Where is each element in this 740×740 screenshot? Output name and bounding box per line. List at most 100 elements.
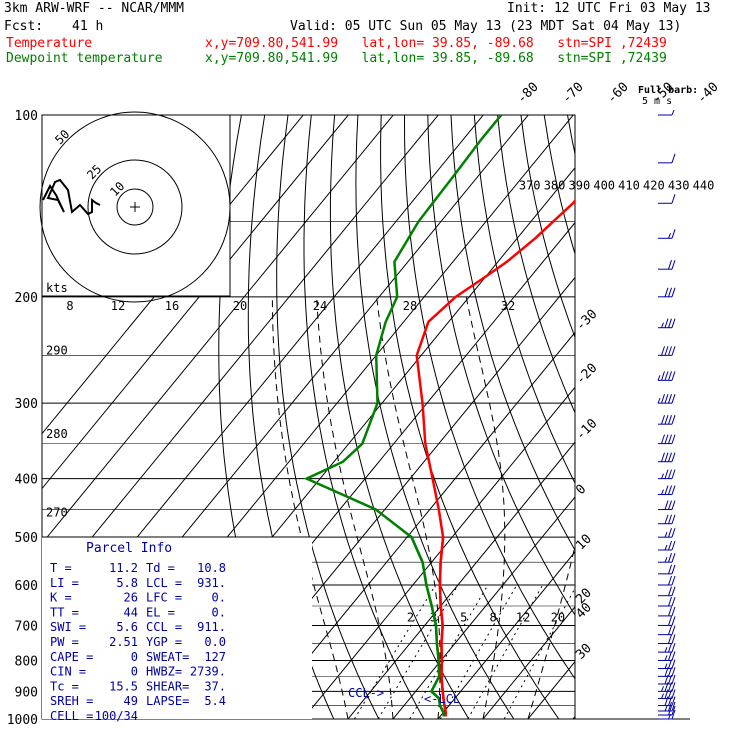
hodograph-ring <box>39 111 231 303</box>
wind-barb-flag <box>668 586 672 596</box>
forecast-label: Fcst: <box>4 19 44 34</box>
wind-barb-flag <box>671 616 676 626</box>
wind-barb-flag <box>671 667 676 677</box>
wind-barb-flag <box>668 500 672 510</box>
wind-barb-flag <box>671 394 676 404</box>
parcel-row-value: 10.8 <box>197 561 226 575</box>
wind-barb <box>658 434 676 445</box>
wind-barb-flag <box>671 701 676 712</box>
wind-barb-half <box>657 375 661 381</box>
wind-barb-flag <box>664 415 669 425</box>
wind-barb-half <box>664 531 668 538</box>
parcel-row-label: YGP = <box>146 635 182 649</box>
isotherm-line <box>42 115 439 600</box>
parcel-row-value: 0.0 <box>204 635 226 649</box>
moist-adiabat-line <box>465 296 506 719</box>
wind-barb-flag <box>668 575 672 586</box>
wind-barb-flag <box>671 500 676 510</box>
wind-barb <box>658 415 676 425</box>
wind-barb-flag <box>671 586 676 596</box>
temperature-side-label: -20 <box>573 361 600 388</box>
wind-barb <box>658 540 676 551</box>
wind-barb <box>658 596 676 607</box>
temperature-side-label: 40 <box>573 600 595 622</box>
isotherm-line <box>302 386 575 719</box>
wind-barb-flag <box>671 415 676 425</box>
parcel-row-label: CELL = <box>50 709 93 723</box>
wind-barb-half <box>664 663 668 669</box>
wind-barb-half <box>661 322 664 328</box>
wind-barb-flag <box>671 287 676 297</box>
hodograph-units-label: kts <box>46 281 68 295</box>
hodograph-axis-label: 24 <box>313 299 327 313</box>
lcl-annotation: <-LCL <box>424 692 460 706</box>
parcel-row-label: Td = <box>146 561 175 575</box>
wind-barb <box>658 452 676 463</box>
wind-barb-flag <box>668 625 672 635</box>
isotherm-line <box>392 496 575 719</box>
wind-barb-flag <box>668 415 672 425</box>
wind-barb-flag <box>671 709 676 720</box>
parcel-row-value: 127 <box>204 650 226 664</box>
parcel-row-value: 15.5 <box>109 679 138 693</box>
dewpoint-station-info: x,y=709.80,541.99 lat,lon= 39.85, -89.68… <box>205 51 667 66</box>
parcel-row-value: 0 <box>131 650 138 664</box>
wind-barb-flag <box>664 696 669 706</box>
wind-barb-flag <box>668 346 672 356</box>
wind-barb-flag <box>671 485 676 495</box>
mixing-ratio-label: 2 <box>407 610 414 624</box>
pressure-tick-label: 700 <box>15 619 38 634</box>
wind-barb <box>658 616 676 626</box>
wind-legend: Full barb: <box>638 85 698 96</box>
wind-barb-flag <box>671 153 676 163</box>
theta-label: 400 <box>593 179 615 193</box>
parcel-row-value: 2739. <box>190 665 226 679</box>
parcel-row-value: 5.4 <box>204 694 226 708</box>
wind-barb-flag <box>671 194 676 204</box>
wind-barb-flag <box>671 540 676 551</box>
wind-barb-flag <box>668 634 672 644</box>
wind-barb-flag <box>668 616 672 626</box>
wind-barb-flag <box>664 485 669 495</box>
wind-barb-flag <box>668 371 672 381</box>
wind-barb <box>658 500 676 511</box>
hodograph-axis-label: 16 <box>165 299 179 313</box>
hodograph-trace <box>42 178 101 216</box>
wind-barb <box>658 696 676 707</box>
wind-barb-flag <box>671 651 676 661</box>
wind-barb-flag <box>671 452 676 462</box>
wind-barb <box>658 651 676 661</box>
wind-barb-flag <box>671 564 676 574</box>
wind-barb <box>658 485 676 496</box>
temperature-side-label: -10 <box>573 416 600 443</box>
forecast-hour: 41 h <box>72 19 104 34</box>
parcel-row-label: EL = <box>146 605 175 619</box>
parcel-row-label: HWBZ= <box>146 665 182 679</box>
wind-barb <box>658 260 676 270</box>
temperature-top-label: -40 <box>695 80 722 107</box>
hodograph-ring <box>87 159 183 255</box>
temperature-top-label: -70 <box>560 80 587 107</box>
pressure-tick-label: 300 <box>15 397 38 412</box>
theta-label: 380 <box>544 179 566 193</box>
mixing-ratio-label: 5 <box>460 610 467 624</box>
parcel-row-value: 26 <box>124 591 138 605</box>
wind-barb-flag <box>671 689 676 699</box>
wind-barb-flag <box>671 674 676 685</box>
parcel-row-label: TT = <box>50 605 79 619</box>
wind-barb-flag <box>671 682 676 692</box>
parcel-row-label: SHEAR= <box>146 679 189 693</box>
wind-barb-flag <box>671 696 676 706</box>
theta-label: 390 <box>569 179 591 193</box>
wind-barb <box>658 575 676 586</box>
parcel-row-label: LAPSE= <box>146 694 189 708</box>
theta-label: 430 <box>668 179 690 193</box>
wind-barb-flag <box>668 528 672 538</box>
parcel-row-value: 37. <box>204 679 226 693</box>
parcel-row-value: 5.8 <box>116 576 138 590</box>
isotherm-line <box>347 441 575 719</box>
hodograph-axis-label: 12 <box>111 299 125 313</box>
wind-barb <box>658 553 676 563</box>
wind-barb <box>658 153 676 164</box>
